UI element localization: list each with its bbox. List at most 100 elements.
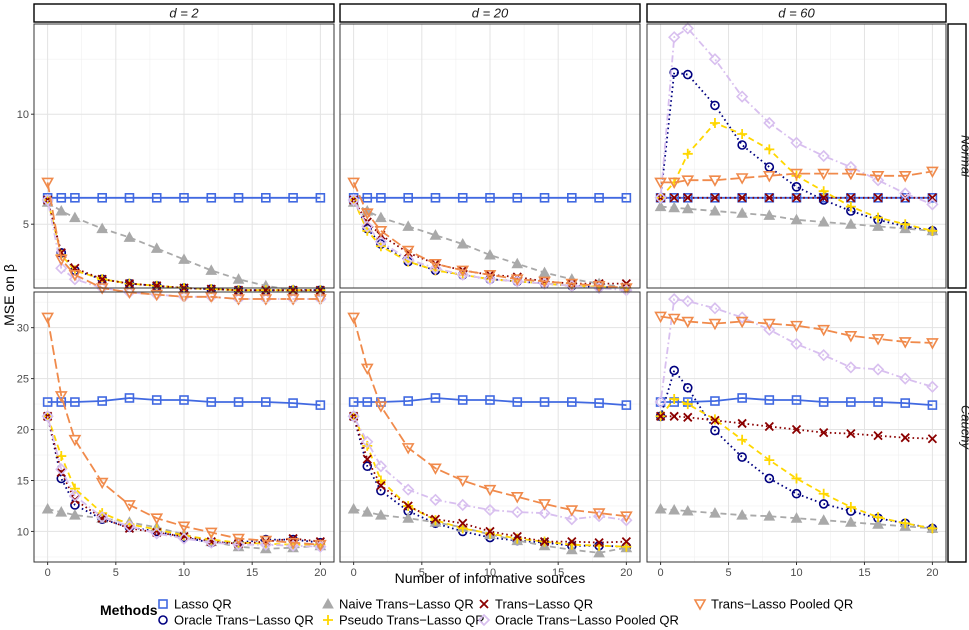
point-naive-trans-lasso-qr: [69, 509, 81, 520]
point-pseudo-trans-lasso-qr: [709, 118, 720, 128]
point-naive-trans-lasso-qr: [736, 207, 748, 218]
point-trans-lasso-qr: [567, 536, 577, 547]
point-trans-lasso-pooled-qr: [871, 334, 885, 346]
point-oracle-trans-lasso-pooled-qr: [592, 510, 606, 523]
panel-border: [646, 23, 947, 289]
point-trans-lasso-pooled-qr: [123, 500, 136, 512]
point-trans-lasso-qr: [819, 427, 829, 438]
point-trans-lasso-qr: [764, 193, 774, 203]
point-lasso-qr: [233, 193, 244, 203]
point-trans-lasso-qr: [873, 193, 883, 203]
point-oracle-trans-lasso-pooled-qr: [736, 90, 749, 103]
point-oracle-trans-lasso-pooled-qr: [123, 520, 136, 533]
point-trans-lasso-qr: [710, 193, 720, 203]
point-lasso-qr: [485, 193, 495, 203]
series-line-oracle-trans-lasso-pooled-qr: [659, 27, 933, 206]
point-lasso-qr: [927, 400, 938, 410]
y-tick-label: 30: [17, 323, 29, 335]
point-trans-lasso-pooled-qr: [817, 324, 831, 337]
point-trans-lasso-pooled-qr: [360, 363, 374, 376]
point-trans-lasso-pooled-qr: [735, 316, 749, 329]
point-lasso-qr: [56, 397, 67, 407]
panel-d-60-normal: [646, 22, 947, 289]
point-trans-lasso-pooled-qr: [204, 527, 218, 540]
point-oracle-trans-lasso-pooled-qr: [361, 435, 374, 448]
point-lasso-qr: [594, 398, 604, 408]
row-strip-cauchy: Cauchy: [947, 291, 969, 563]
point-oracle-trans-lasso-pooled-qr: [763, 323, 776, 336]
point-lasso-qr: [539, 193, 550, 203]
legend-label: Lasso QR: [174, 597, 232, 612]
x-tick-label: 20: [314, 567, 326, 579]
strip-label: d = 20: [472, 6, 509, 21]
point-naive-trans-lasso-qr: [668, 201, 681, 213]
point-trans-lasso-pooled-qr: [95, 477, 109, 490]
x-tick-label: 10: [178, 567, 190, 579]
strip-label: d = 2: [169, 6, 199, 21]
x-tick-label: 5: [419, 567, 425, 579]
point-lasso-qr: [594, 193, 604, 203]
column-strip-d-60: d = 60: [646, 3, 947, 23]
point-naive-trans-lasso-qr: [361, 506, 374, 517]
y-tick-label: 10: [17, 109, 29, 121]
point-pseudo-trans-lasso-qr: [791, 473, 802, 484]
point-oracle-trans-lasso-pooled-qr: [668, 31, 681, 44]
x-tick-label: 20: [620, 567, 632, 579]
point-oracle-trans-lasso-pooled-qr: [763, 116, 776, 130]
legend-key-naive-trans-lasso-qr: [322, 597, 334, 609]
x-tick-label: 15: [858, 567, 870, 579]
column-strip-d-2: d = 2: [33, 3, 335, 23]
point-naive-trans-lasso-qr: [654, 502, 667, 514]
point-oracle-trans-lasso-pooled-qr: [456, 498, 469, 512]
point-trans-lasso-pooled-qr: [456, 265, 470, 278]
point-trans-lasso-pooled-qr: [708, 175, 722, 187]
point-oracle-trans-lasso-pooled-qr: [429, 493, 442, 506]
point-oracle-trans-lasso-pooled-qr: [361, 220, 374, 233]
point-trans-lasso-qr: [97, 274, 107, 284]
point-trans-lasso-qr: [669, 193, 679, 203]
point-trans-lasso-pooled-qr: [429, 463, 442, 475]
point-trans-lasso-pooled-qr: [41, 312, 54, 325]
point-pseudo-trans-lasso-qr: [927, 523, 938, 534]
point-naive-trans-lasso-qr: [347, 502, 360, 514]
point-pseudo-trans-lasso-qr: [375, 475, 386, 486]
series-line-trans-lasso-qr: [46, 416, 321, 545]
strip-label: d = 60: [778, 6, 815, 21]
point-oracle-trans-lasso-pooled-qr: [347, 193, 360, 207]
point-trans-lasso-pooled-qr: [790, 168, 803, 181]
point-oracle-trans-lasso-pooled-qr: [790, 136, 803, 149]
point-trans-lasso-pooled-qr: [654, 177, 667, 190]
x-tick-label: 0: [351, 567, 357, 579]
point-pseudo-trans-lasso-qr: [818, 488, 829, 499]
point-pseudo-trans-lasso-qr: [764, 144, 775, 155]
point-trans-lasso-pooled-qr: [429, 258, 442, 271]
series-line-trans-lasso-pooled-qr: [46, 182, 321, 300]
strip-box: [646, 3, 947, 23]
point-trans-lasso-pooled-qr: [204, 291, 218, 304]
y-tick-label: 25: [17, 374, 29, 386]
point-trans-lasso-qr: [56, 467, 66, 477]
point-oracle-trans-lasso-pooled-qr: [871, 363, 885, 376]
point-pseudo-trans-lasso-qr: [927, 225, 938, 236]
point-oracle-trans-lasso-pooled-qr: [817, 349, 830, 362]
point-oracle-trans-lasso-pooled-qr: [844, 361, 857, 374]
series-line-naive-trans-lasso-qr: [353, 201, 627, 289]
point-trans-lasso-qr: [683, 412, 693, 422]
point-trans-lasso-pooled-qr: [483, 269, 497, 282]
point-pseudo-trans-lasso-qr: [845, 501, 856, 512]
point-oracle-trans-lasso-pooled-qr: [374, 235, 388, 248]
point-oracle-trans-lasso-pooled-qr: [456, 268, 469, 281]
point-naive-trans-lasso-qr: [817, 215, 830, 227]
point-trans-lasso-pooled-qr: [510, 491, 524, 504]
point-trans-lasso-qr: [683, 193, 693, 203]
point-lasso-qr: [737, 393, 747, 403]
y-axis-title: MSE on β: [1, 264, 17, 326]
point-lasso-qr: [567, 193, 577, 203]
point-trans-lasso-pooled-qr: [41, 177, 54, 190]
strip-box: [33, 3, 335, 23]
point-lasso-qr: [403, 396, 413, 406]
point-trans-lasso-qr: [512, 531, 522, 542]
point-lasso-qr: [70, 193, 80, 203]
point-lasso-qr: [315, 193, 326, 203]
point-naive-trans-lasso-qr: [375, 211, 387, 223]
